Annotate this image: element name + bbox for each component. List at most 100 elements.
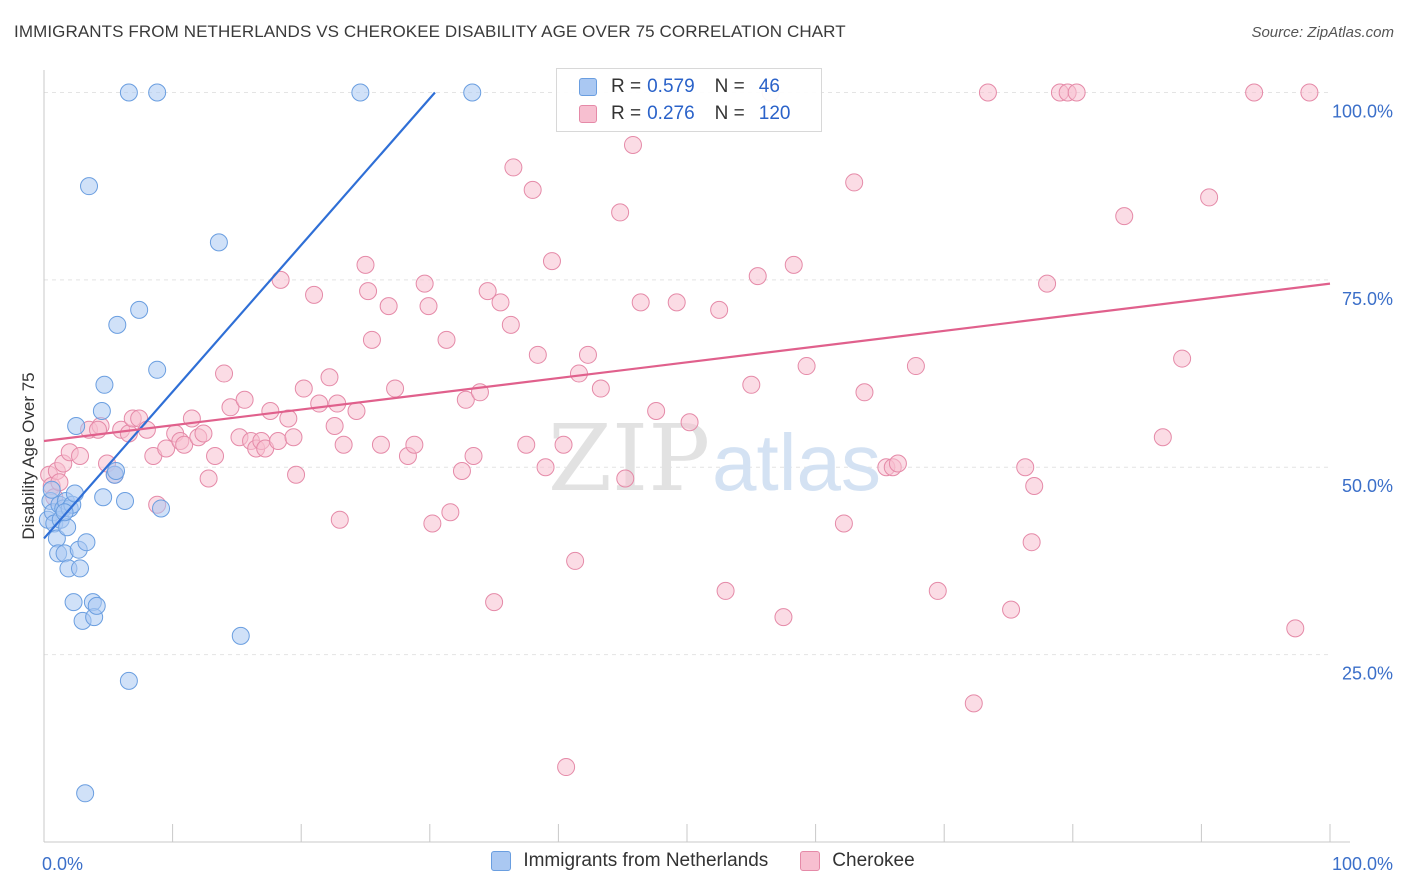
cherokee-point <box>310 394 329 413</box>
cherokee-point <box>215 364 234 383</box>
cherokee-point <box>1025 476 1044 495</box>
cherokee-point <box>710 300 729 319</box>
netherlands-point <box>77 533 96 552</box>
watermark-atlas: atlas <box>712 418 881 507</box>
cherokee-trend-line <box>43 282 1331 443</box>
cherokee-point <box>235 390 254 409</box>
cherokee-point <box>423 514 442 533</box>
legend-r-value: 0.579 <box>647 76 695 97</box>
cherokee-point <box>1200 188 1219 207</box>
cherokee-point <box>478 282 497 301</box>
cherokee-point <box>1245 83 1264 102</box>
cherokee-point <box>964 694 983 713</box>
cherokee-point <box>157 439 176 458</box>
series-legend-netherlands: Immigrants from Netherlands <box>491 850 768 872</box>
correlation-legend: R = 0.579 N = 46 R = 0.276 N = 120 <box>556 68 822 132</box>
cherokee-point <box>1016 458 1035 477</box>
cherokee-point <box>748 267 767 286</box>
legend-n-value: 46 <box>758 76 780 97</box>
cherokee-point <box>405 435 424 454</box>
cherokee-point <box>359 282 378 301</box>
cherokee-point <box>1067 83 1086 102</box>
netherlands-point <box>58 518 77 537</box>
cherokee-point <box>557 758 576 777</box>
cherokee-point <box>542 252 561 271</box>
legend-n-label: N = <box>714 103 745 124</box>
cherokee-point <box>1153 428 1172 447</box>
netherlands-point <box>80 177 99 196</box>
y-tick-label: 50.0% <box>1342 476 1393 496</box>
netherlands-point <box>67 417 86 436</box>
legend-r-label: R = <box>611 103 642 124</box>
cherokee-point <box>320 368 339 387</box>
netherlands-point <box>130 300 149 319</box>
cherokee-point <box>305 285 324 304</box>
cherokee-point <box>631 293 650 312</box>
source-credit: Source: ZipAtlas.com <box>1251 24 1394 41</box>
y-tick-label: 100.0% <box>1332 101 1393 121</box>
netherlands-point <box>42 480 61 499</box>
legend-row-cherokee: R = 0.276 N = 120 <box>579 101 790 127</box>
cherokee-point <box>485 593 504 612</box>
cherokee-point <box>415 274 434 293</box>
cherokee-point <box>1022 533 1041 552</box>
cherokee-point <box>71 447 90 465</box>
netherlands-point <box>71 559 90 578</box>
legend-row-netherlands: R = 0.579 N = 46 <box>579 74 780 100</box>
cherokee-point <box>716 581 735 600</box>
netherlands-trend-line <box>43 91 436 540</box>
cherokee-point <box>330 510 349 529</box>
cherokee-point <box>578 345 597 364</box>
netherlands-point <box>209 233 228 252</box>
legend-n-value: 120 <box>758 103 791 124</box>
netherlands-point <box>94 488 113 507</box>
cherokee-point <box>784 255 803 274</box>
netherlands-point <box>92 402 111 421</box>
cherokee-point <box>379 297 398 316</box>
cherokee-point <box>269 432 288 451</box>
cherokee-point <box>1038 274 1057 293</box>
cherokee-point <box>647 402 666 421</box>
cherokee-point <box>591 379 610 398</box>
netherlands-point <box>108 315 127 334</box>
x-tick-label: 100.0% <box>1332 854 1393 874</box>
cherokee-point <box>441 503 460 522</box>
netherlands-point <box>152 499 171 518</box>
cherokee-point <box>517 435 536 454</box>
cherokee-point <box>742 375 761 394</box>
cherokee-point <box>221 398 240 417</box>
cherokee-point <box>419 297 438 316</box>
legend-r-value: 0.276 <box>647 103 695 124</box>
cherokee-point <box>680 413 699 432</box>
chart-title: IMMIGRANTS FROM NETHERLANDS VS CHEROKEE … <box>14 22 846 41</box>
series-label-netherlands: Immigrants from Netherlands <box>523 850 769 871</box>
cherokee-point <box>1002 600 1021 619</box>
cherokee-point <box>456 390 475 409</box>
axes <box>43 70 1350 843</box>
netherlands-point <box>148 83 167 102</box>
series-swatch-pink <box>800 851 821 871</box>
series-label-cherokee: Cherokee <box>832 850 915 871</box>
netherlands-point <box>95 375 114 394</box>
cherokee-point <box>194 424 213 443</box>
cherokee-point <box>1173 349 1192 368</box>
cherokee-point <box>371 435 390 454</box>
cherokee-point <box>386 379 405 398</box>
cherokee-point <box>774 608 793 627</box>
cherokee-point <box>928 581 947 600</box>
cherokee-point <box>437 330 456 349</box>
netherlands-point <box>76 784 95 803</box>
cherokee-point <box>611 203 630 222</box>
legend-n-label: N = <box>714 76 745 97</box>
netherlands-point <box>116 491 135 510</box>
cherokee-point <box>528 345 547 364</box>
cherokee-point <box>623 135 642 154</box>
tick-labels: 25.0% 50.0% 75.0% 100.0% 0.0% 100.0% <box>42 101 1393 874</box>
netherlands-point <box>64 593 83 612</box>
netherlands-point <box>463 83 482 102</box>
cherokee-point <box>1115 207 1134 226</box>
cherokee-point <box>566 551 585 570</box>
cherokee-point <box>501 315 520 334</box>
cherokee-point <box>667 293 686 312</box>
